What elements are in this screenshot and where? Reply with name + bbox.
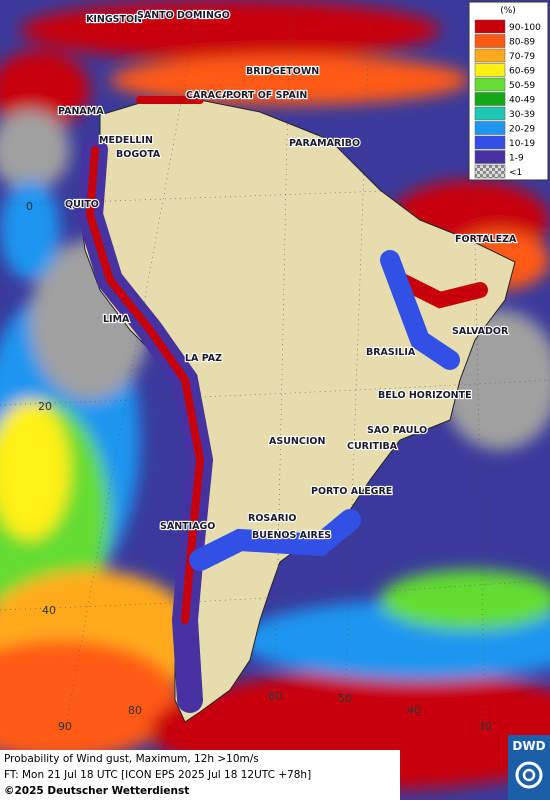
city-label: ASUNCION	[269, 436, 325, 447]
city-label: CARACAS	[186, 90, 236, 101]
city-label: CURITIBA	[347, 441, 398, 452]
longitude-label: 30	[478, 720, 492, 733]
legend-swatch	[474, 150, 506, 164]
caption-line: ©2025 Deutscher Wetterdienst	[4, 785, 189, 797]
legend-swatch	[474, 34, 506, 48]
city-label: SANTO DOMINGO	[137, 10, 230, 21]
city-label: BRASILIA	[366, 347, 416, 358]
city-label: BUENOS AIRES	[252, 530, 331, 541]
logo-swirl	[522, 768, 536, 782]
city-label: SANTIAGO	[160, 521, 215, 532]
legend-swatch	[474, 19, 506, 34]
legend-swatch	[474, 106, 506, 121]
city-label: LIMA	[103, 314, 130, 325]
city-label: KINGSTON	[86, 14, 142, 25]
legend-label: 30-39	[509, 110, 535, 120]
longitude-label: 40	[407, 704, 421, 717]
city-label: PORTO ALEGRE	[311, 486, 392, 497]
city-label: LA PAZ	[185, 353, 222, 364]
legend-swatch	[474, 135, 506, 150]
longitude-label: 50	[338, 692, 352, 705]
city-label: BOGOTA	[116, 149, 161, 160]
andes-field	[76, 96, 488, 713]
city-label: SAO PAULO	[367, 425, 427, 436]
latitude-label: 20	[38, 400, 52, 413]
city-label: ROSARIO	[248, 513, 297, 524]
legend-swatch	[474, 121, 506, 135]
graticule	[0, 0, 550, 731]
logo: DWD	[512, 739, 545, 753]
caption-box	[0, 750, 400, 800]
latitude-label: 40	[42, 604, 56, 617]
city-label: MEDELLIN	[99, 135, 153, 146]
city-label: BELO HORIZONTE	[378, 390, 472, 401]
city-label: PARAMARIBO	[289, 138, 360, 149]
legend-swatch	[474, 48, 506, 63]
legend-swatch	[474, 164, 506, 179]
legend-label: <1	[509, 168, 522, 178]
legend-label: 20-29	[509, 125, 535, 135]
logo-swirl	[515, 761, 543, 789]
longitude-label: 80	[128, 704, 142, 717]
city-label: PANAMA	[58, 106, 104, 117]
legend-label: 50-59	[509, 81, 535, 91]
legend-label: 90-100	[509, 23, 541, 33]
latitude-label: 0	[26, 200, 33, 213]
city-label: FORTALEZA	[455, 234, 517, 245]
legend-swatch	[474, 77, 506, 92]
longitude-label: 60	[268, 690, 282, 703]
caption-line: FT: Mon 21 Jul 18 UTC [ICON EPS 2025 Jul…	[4, 769, 311, 781]
city-label: PORT OF SPAIN	[226, 90, 307, 101]
legend-label: 10-19	[509, 139, 535, 149]
caption-line: Probability of Wind gust, Maximum, 12h >…	[4, 753, 259, 765]
city-label: SALVADOR	[452, 326, 509, 337]
logo-box	[508, 735, 550, 800]
legend-label: 70-79	[509, 52, 535, 62]
longitude-label: 90	[58, 720, 72, 733]
legend-label: 80-89	[509, 38, 535, 48]
legend-label: 60-69	[509, 67, 535, 77]
legend-title: (%)	[500, 6, 516, 16]
legend-label: 40-49	[509, 96, 535, 106]
city-label: QUITO	[65, 199, 99, 210]
legend-label: 1-9	[509, 154, 524, 164]
legend-swatch	[474, 92, 506, 106]
legend-swatch	[474, 63, 506, 77]
city-label: BRIDGETOWN	[246, 66, 319, 77]
